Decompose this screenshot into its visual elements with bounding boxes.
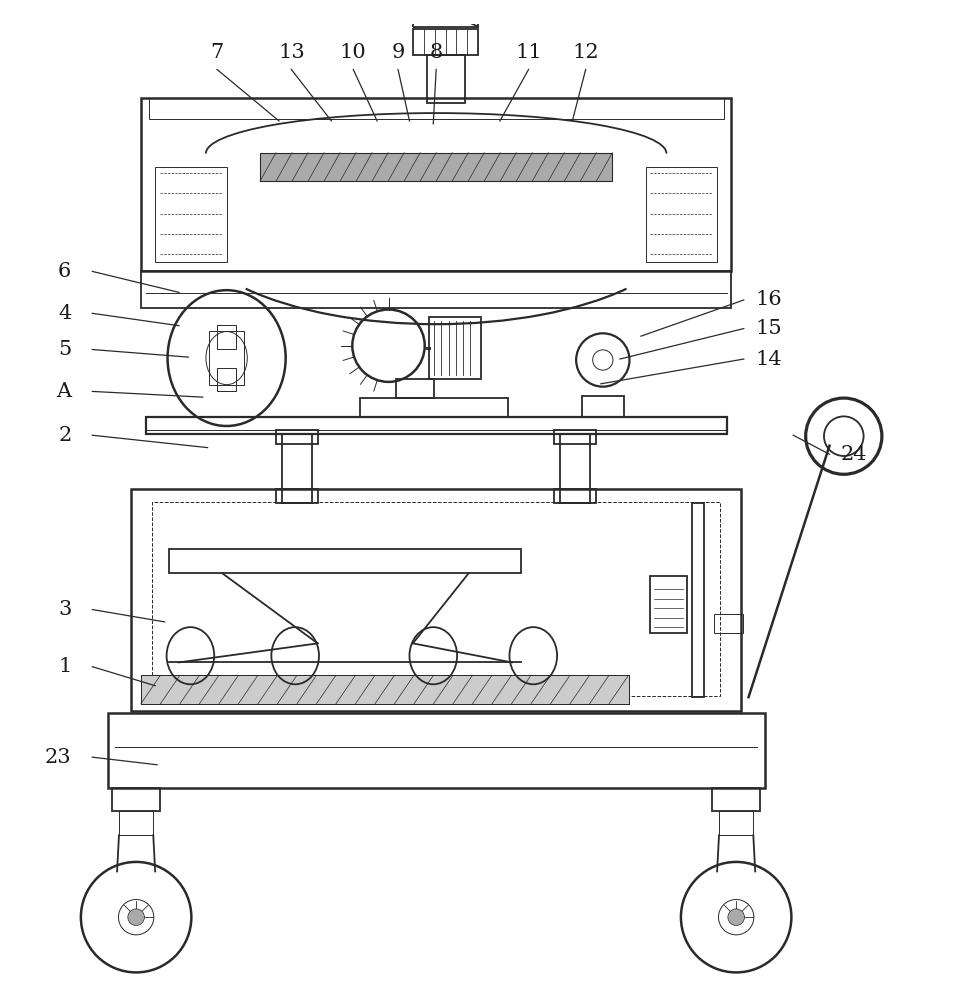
Circle shape	[127, 909, 145, 925]
Bar	[713, 788, 760, 811]
Bar	[276, 489, 318, 503]
Bar	[719, 811, 753, 835]
Text: 15: 15	[755, 319, 782, 338]
Bar	[141, 271, 731, 308]
Bar	[560, 434, 590, 503]
Bar	[397, 379, 434, 398]
Text: 13: 13	[278, 43, 305, 62]
Bar	[413, 29, 478, 55]
Text: 11: 11	[515, 43, 542, 62]
Bar	[555, 430, 596, 444]
Bar	[107, 713, 764, 788]
Bar	[141, 675, 628, 704]
Bar	[146, 417, 726, 434]
Text: A: A	[57, 382, 71, 401]
Bar	[693, 503, 704, 697]
Bar	[428, 317, 481, 379]
Bar	[413, 0, 478, 27]
Bar	[217, 325, 236, 349]
Bar	[646, 167, 718, 262]
Bar	[426, 55, 465, 103]
Bar	[170, 549, 521, 573]
Text: 24: 24	[841, 445, 867, 464]
Text: 2: 2	[58, 426, 71, 445]
Text: 8: 8	[429, 43, 443, 62]
Bar	[582, 396, 624, 417]
Bar	[650, 576, 687, 633]
Text: 4: 4	[58, 304, 71, 323]
Bar	[155, 167, 227, 262]
Bar	[119, 811, 153, 835]
Bar	[131, 489, 741, 711]
Bar	[148, 98, 724, 119]
Bar	[217, 368, 236, 391]
Bar	[152, 502, 720, 696]
Text: 6: 6	[58, 262, 71, 281]
Bar	[715, 614, 742, 633]
Text: 16: 16	[755, 290, 782, 309]
Bar	[112, 788, 160, 811]
Bar	[360, 398, 508, 417]
Bar	[260, 153, 612, 181]
Bar	[282, 434, 312, 503]
Text: 7: 7	[211, 43, 224, 62]
Text: 9: 9	[392, 43, 404, 62]
Bar	[141, 98, 731, 271]
Text: 12: 12	[572, 43, 599, 62]
Text: 10: 10	[340, 43, 367, 62]
Text: 14: 14	[755, 350, 782, 369]
Bar	[210, 331, 243, 385]
Bar	[555, 489, 596, 503]
Text: 3: 3	[58, 600, 71, 619]
Bar	[276, 430, 318, 444]
Bar	[141, 675, 628, 704]
Text: 5: 5	[58, 340, 71, 359]
Text: 1: 1	[58, 657, 71, 676]
Circle shape	[728, 909, 744, 925]
Text: 23: 23	[45, 748, 71, 767]
